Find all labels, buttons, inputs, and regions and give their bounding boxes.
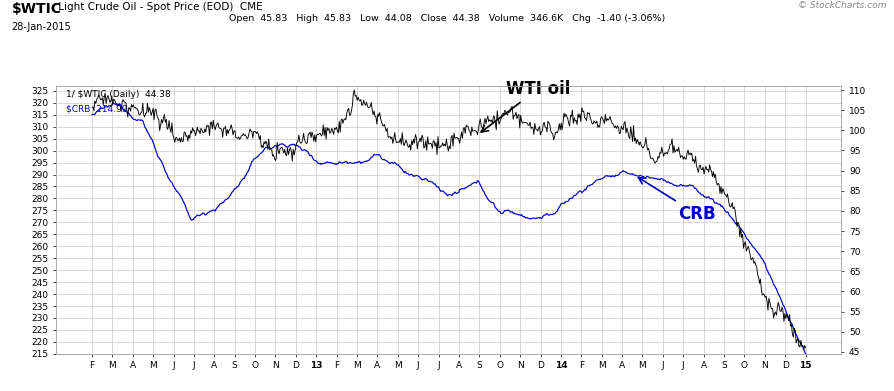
- Text: Open  45.83   High  45.83   Low  44.08   Close  44.38   Volume  346.6K   Chg  -1: Open 45.83 High 45.83 Low 44.08 Close 44…: [229, 14, 665, 23]
- Text: $CRB  214.99: $CRB 214.99: [66, 105, 127, 114]
- Text: © StockCharts.com: © StockCharts.com: [798, 1, 887, 10]
- Text: $WTIC: $WTIC: [12, 2, 62, 16]
- Text: CRB: CRB: [638, 178, 715, 223]
- Text: Light Crude Oil - Spot Price (EOD)  CME: Light Crude Oil - Spot Price (EOD) CME: [55, 2, 263, 12]
- Text: WTI oil: WTI oil: [481, 80, 570, 132]
- Text: 1/ $WTIC (Daily)  44.38: 1/ $WTIC (Daily) 44.38: [66, 90, 171, 99]
- Text: 28-Jan-2015: 28-Jan-2015: [12, 22, 72, 32]
